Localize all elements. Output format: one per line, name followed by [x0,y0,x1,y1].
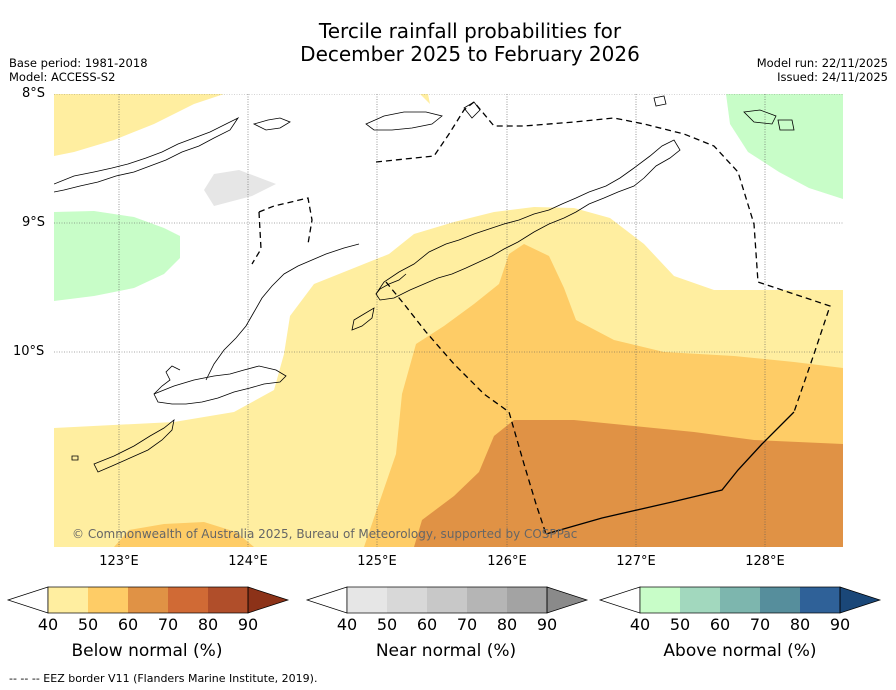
colorbar-near-tick-label: 90 [537,615,557,634]
colorbar-above-tick-label: 90 [830,615,850,634]
eez-border-south [385,281,547,535]
rote-island-coastline [351,307,375,331]
colorbar-near-segment-5 [507,587,547,613]
graticule [54,94,843,547]
eez-borders [251,101,831,535]
legend-label-below: Below normal (%) [71,641,223,661]
colorbar-near-tick-label: 60 [417,615,437,634]
eez-border-north [375,101,831,413]
map-area[interactable]: © Commonwealth of Australia 2025, Bureau… [54,94,843,547]
colorbar-below-tick-label: 50 [78,615,98,634]
colorbar-near-segment-1 [347,587,387,613]
colorbar-above-segment-3 [720,587,760,613]
lat-label-9s: 9°S [22,215,46,230]
colorbar-below-segment-5 [208,587,248,613]
colorbar-near-segment-2 [387,587,427,613]
colorbar-above-segment-2 [680,587,720,613]
colorbar-below-tick-label: 70 [158,615,178,634]
flores-inner-coast [205,243,360,381]
coastlines [54,95,795,473]
colorbar-above-over-arrow [839,586,882,614]
colorbar-below-over-arrow [247,586,290,614]
wetar-coastline [365,111,443,131]
colorbar-near-tick-label: 70 [457,615,477,634]
eez-footer-note: -- -- -- EEZ border V11 (Flanders Marine… [9,672,318,685]
colorbar-above-tick-label: 70 [750,615,770,634]
colorbar-below-outline [47,586,249,614]
small-island-2 [743,109,777,125]
colorbar-above-segment-4 [760,587,800,613]
below-50-region-spot [420,94,430,104]
colorbar-below-tick-label: 80 [198,615,218,634]
colorbar-near-under-arrow [305,586,348,614]
small-island-4 [71,455,79,461]
colorbar-near-segment-3 [427,587,467,613]
colorbar-near-tick-label: 50 [377,615,397,634]
above-50-region-east [726,94,843,199]
colorbar-below-segment-2 [88,587,128,613]
colorbar-above-tick-label: 80 [790,615,810,634]
lat-label-8s: 8°S [22,86,46,101]
colorbar-near-outline [346,586,548,614]
title-line-1: Tercile rainfall probabilities for [318,19,622,43]
sumba-west [153,365,181,395]
eez-border-solid [545,411,795,535]
lon-label-128e: 128°E [745,554,785,569]
alor-coastline [252,117,291,131]
colorbar-near-over-arrow [546,586,589,614]
colorbar-above-tick-label: 40 [630,615,650,634]
colorbar-above-outline [639,586,841,614]
below-60-region-south [114,522,254,547]
lon-label-127e: 127°E [616,554,656,569]
colorbar-below-segment-4 [168,587,208,613]
colorbar-below-segment-1 [48,587,88,613]
sumba-coastline [153,365,287,405]
colorbar-below-normal: 40 50 60 70 80 90 [6,586,290,634]
lon-label-126e: 126°E [487,554,527,569]
lon-label-125e: 125°E [357,554,397,569]
sawu-coastline [93,419,175,473]
colorbar-above-segment-1 [640,587,680,613]
colorbar-near-tick-label: 40 [337,615,357,634]
copyright-text: © Commonwealth of Australia 2025, Bureau… [72,527,577,541]
colorbar-above-normal: 40 50 60 70 80 90 [598,586,882,634]
lat-label-10s: 10°S [13,344,45,359]
legend-colorbars: 40 50 60 70 80 90 40 50 60 70 80 90 40 50 60 70 80 90 [6,586,882,634]
eez-border-west-2 [251,211,262,265]
model-run-text: Model run: 22/11/2025 [756,56,888,70]
colorbar-near-tick-label: 80 [497,615,517,634]
above-50-region-west [54,211,180,301]
below-50-region-north [54,94,224,156]
timor-north-coast [375,273,407,295]
legend-label-near: Near normal (%) [375,641,517,661]
flores-coastline [54,116,240,193]
map-title: Tercile rainfall probabilities for Decem… [0,20,896,66]
issued-text: Issued: 24/11/2025 [777,70,888,84]
colorbar-near-segment-4 [467,587,507,613]
model-text: Model: ACCESS-S2 [9,70,116,84]
lon-label-124e: 124°E [228,554,268,569]
near-50-region [204,170,276,206]
legend-label-above: Above normal (%) [663,641,817,661]
colorbar-above-segment-5 [800,587,840,613]
colorbar-above-tick-label: 50 [670,615,690,634]
small-island-3 [777,119,795,131]
eez-border-west [258,197,313,245]
colorbar-near-normal: 40 50 60 70 80 90 [305,586,589,634]
colorbar-below-segment-3 [128,587,168,613]
timor-coastline [375,139,681,301]
meta-left: Base period: 1981-2018 Model: ACCESS-S2 [9,56,148,84]
below-70-region [414,420,843,547]
lon-label-123e: 123°E [99,554,139,569]
title-line-2: December 2025 to February 2026 [300,42,640,66]
meta-right: Model run: 22/11/2025 Issued: 24/11/2025 [757,56,888,84]
base-period-text: Base period: 1981-2018 [9,56,148,70]
colorbar-below-tick-label: 40 [38,615,58,634]
colorbar-below-under-arrow [6,586,49,614]
colorbar-above-under-arrow [598,586,641,614]
colorbar-below-tick-label: 90 [238,615,258,634]
colorbar-above-tick-label: 60 [710,615,730,634]
small-island-1 [653,95,667,107]
colorbar-below-tick-label: 60 [118,615,138,634]
